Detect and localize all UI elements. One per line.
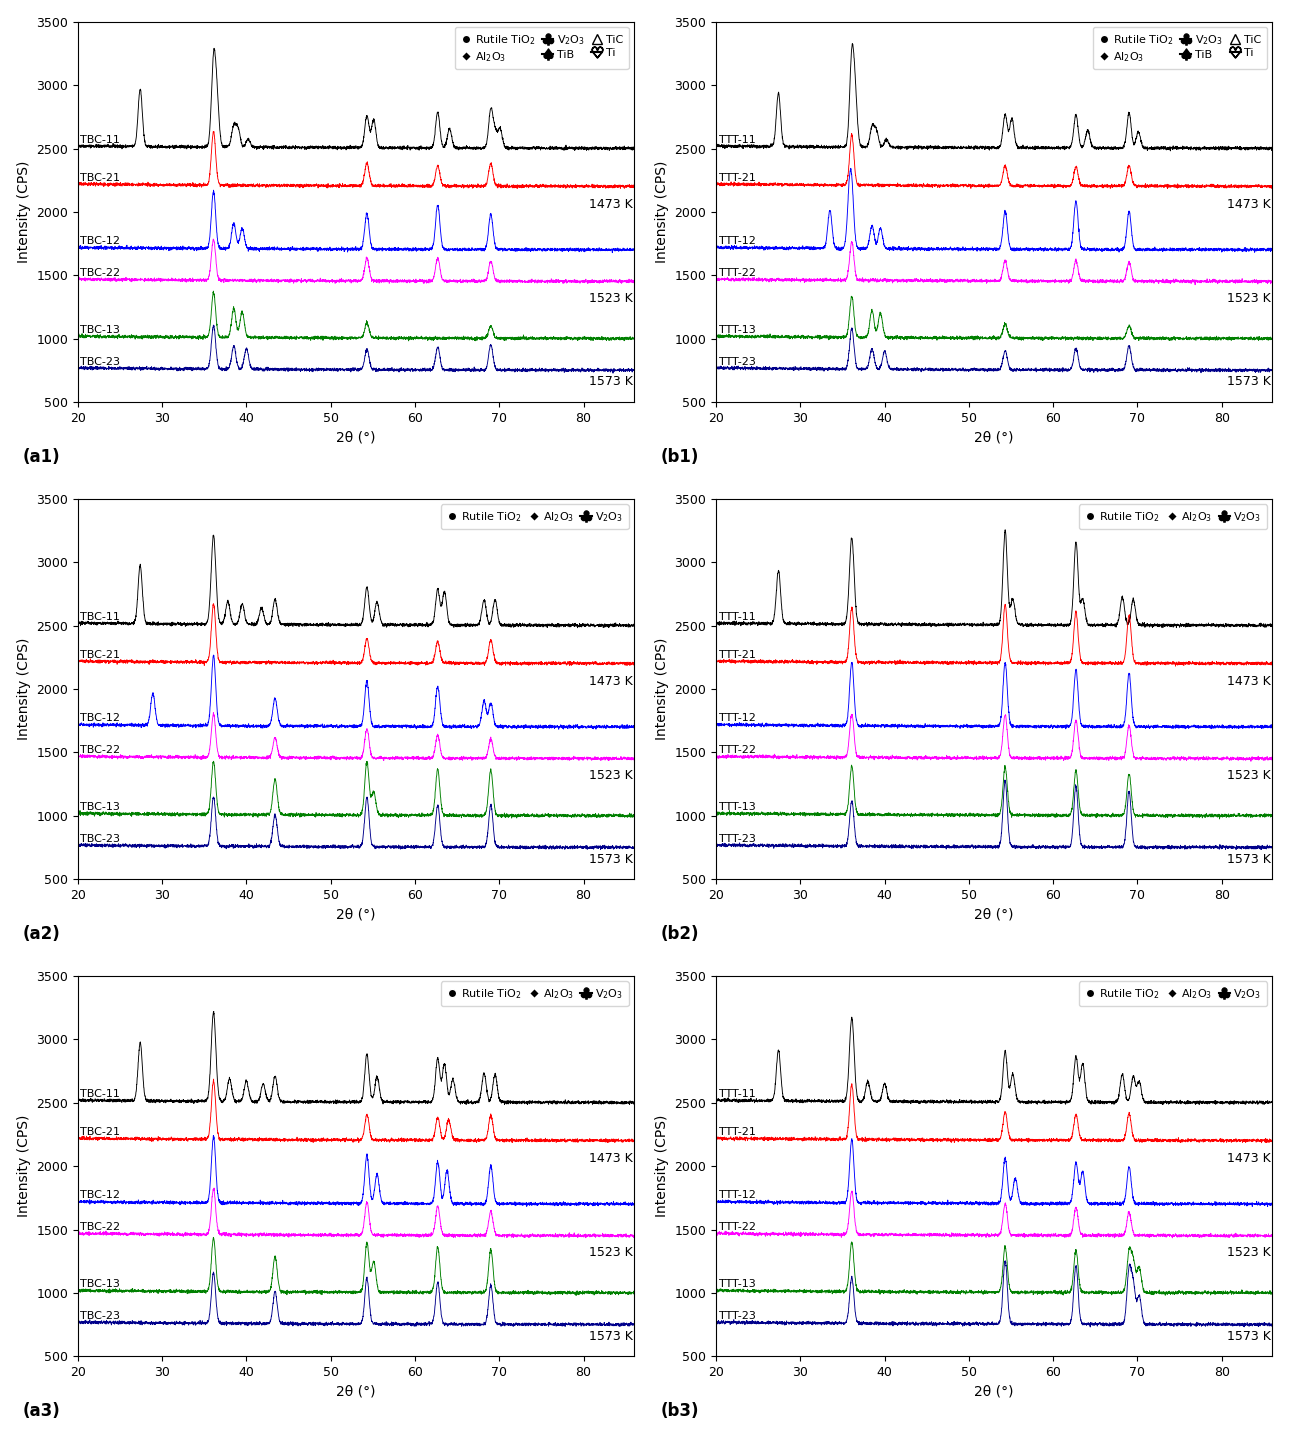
Text: TTT-21: TTT-21 xyxy=(718,1127,755,1137)
Y-axis label: Intensity (CPS): Intensity (CPS) xyxy=(655,160,669,263)
Text: (b3): (b3) xyxy=(660,1403,699,1420)
Text: TTT-13: TTT-13 xyxy=(718,1280,755,1290)
Text: TBC-22: TBC-22 xyxy=(80,1223,120,1233)
Text: TBC-21: TBC-21 xyxy=(80,649,120,659)
Text: 1523 K: 1523 K xyxy=(1227,1246,1271,1258)
Text: TTT-22: TTT-22 xyxy=(718,267,755,277)
Text: TBC-12: TBC-12 xyxy=(80,236,120,246)
Text: TTT-13: TTT-13 xyxy=(718,325,755,335)
Text: 1473 K: 1473 K xyxy=(589,675,633,688)
Text: (a2): (a2) xyxy=(22,925,61,942)
Text: TTT-21: TTT-21 xyxy=(718,649,755,659)
Text: TBC-23: TBC-23 xyxy=(80,1311,120,1321)
Text: TBC-13: TBC-13 xyxy=(80,325,120,335)
Text: 1473 K: 1473 K xyxy=(1227,1153,1271,1165)
Text: TTT-12: TTT-12 xyxy=(718,714,755,724)
Text: 1523 K: 1523 K xyxy=(589,769,633,782)
Text: TBC-21: TBC-21 xyxy=(80,1127,120,1137)
Y-axis label: Intensity (CPS): Intensity (CPS) xyxy=(655,638,669,741)
Legend: Rutile TiO$_2$, Al$_2$O$_3$, V$_2$O$_3$, TiB, TiC, Ti: Rutile TiO$_2$, Al$_2$O$_3$, V$_2$O$_3$,… xyxy=(1093,27,1267,69)
Text: TTT-11: TTT-11 xyxy=(718,612,755,622)
Text: TTT-22: TTT-22 xyxy=(718,745,755,755)
Text: (a3): (a3) xyxy=(22,1403,61,1420)
Y-axis label: Intensity (CPS): Intensity (CPS) xyxy=(17,638,31,741)
Legend: Rutile TiO$_2$, Al$_2$O$_3$, V$_2$O$_3$: Rutile TiO$_2$, Al$_2$O$_3$, V$_2$O$_3$ xyxy=(441,981,629,1007)
Text: 1573 K: 1573 K xyxy=(589,852,633,865)
Text: TBC-12: TBC-12 xyxy=(80,714,120,724)
Text: 1523 K: 1523 K xyxy=(589,292,633,305)
Legend: Rutile TiO$_2$, Al$_2$O$_3$, V$_2$O$_3$, TiB, TiC, Ti: Rutile TiO$_2$, Al$_2$O$_3$, V$_2$O$_3$,… xyxy=(455,27,629,69)
Text: 1473 K: 1473 K xyxy=(1227,675,1271,688)
Text: TBC-22: TBC-22 xyxy=(80,745,120,755)
X-axis label: 2θ (°): 2θ (°) xyxy=(974,1384,1014,1399)
X-axis label: 2θ (°): 2θ (°) xyxy=(974,430,1014,445)
Y-axis label: Intensity (CPS): Intensity (CPS) xyxy=(17,1115,31,1217)
Text: TBC-21: TBC-21 xyxy=(80,173,120,183)
Text: (a1): (a1) xyxy=(22,448,59,466)
Text: TBC-12: TBC-12 xyxy=(80,1190,120,1200)
Text: TTT-21: TTT-21 xyxy=(718,173,755,183)
Text: 1473 K: 1473 K xyxy=(589,197,633,210)
Text: TBC-11: TBC-11 xyxy=(80,612,120,622)
X-axis label: 2θ (°): 2θ (°) xyxy=(974,908,1014,921)
Y-axis label: Intensity (CPS): Intensity (CPS) xyxy=(655,1115,669,1217)
Text: TTT-12: TTT-12 xyxy=(718,236,755,246)
Text: TBC-13: TBC-13 xyxy=(80,802,120,812)
Text: 1523 K: 1523 K xyxy=(589,1246,633,1258)
Text: 1473 K: 1473 K xyxy=(589,1153,633,1165)
Text: 1573 K: 1573 K xyxy=(589,1330,633,1343)
X-axis label: 2θ (°): 2θ (°) xyxy=(336,1384,375,1399)
Text: TTT-11: TTT-11 xyxy=(718,134,755,144)
Legend: Rutile TiO$_2$, Al$_2$O$_3$, V$_2$O$_3$: Rutile TiO$_2$, Al$_2$O$_3$, V$_2$O$_3$ xyxy=(1079,981,1267,1007)
Text: TTT-23: TTT-23 xyxy=(718,834,755,844)
Text: TTT-12: TTT-12 xyxy=(718,1190,755,1200)
Text: TTT-23: TTT-23 xyxy=(718,356,755,366)
Text: (b2): (b2) xyxy=(660,925,699,942)
Text: TBC-22: TBC-22 xyxy=(80,267,120,277)
Text: TTT-13: TTT-13 xyxy=(718,802,755,812)
Text: TBC-11: TBC-11 xyxy=(80,1090,120,1100)
Text: 1523 K: 1523 K xyxy=(1227,769,1271,782)
Legend: Rutile TiO$_2$, Al$_2$O$_3$, V$_2$O$_3$: Rutile TiO$_2$, Al$_2$O$_3$, V$_2$O$_3$ xyxy=(1079,505,1267,529)
Text: TTT-11: TTT-11 xyxy=(718,1090,755,1100)
X-axis label: 2θ (°): 2θ (°) xyxy=(336,430,375,445)
Text: TTT-23: TTT-23 xyxy=(718,1311,755,1321)
Text: TBC-23: TBC-23 xyxy=(80,834,120,844)
Text: TTT-22: TTT-22 xyxy=(718,1223,755,1233)
Text: (b1): (b1) xyxy=(660,448,699,466)
Text: 1573 K: 1573 K xyxy=(1227,1330,1271,1343)
Text: 1523 K: 1523 K xyxy=(1227,292,1271,305)
Y-axis label: Intensity (CPS): Intensity (CPS) xyxy=(17,160,31,263)
Text: 1573 K: 1573 K xyxy=(1227,852,1271,865)
Text: TBC-13: TBC-13 xyxy=(80,1280,120,1290)
Text: TBC-11: TBC-11 xyxy=(80,134,120,144)
Text: 1473 K: 1473 K xyxy=(1227,197,1271,210)
Text: TBC-23: TBC-23 xyxy=(80,356,120,366)
X-axis label: 2θ (°): 2θ (°) xyxy=(336,908,375,921)
Text: 1573 K: 1573 K xyxy=(1227,376,1271,389)
Text: 1573 K: 1573 K xyxy=(589,376,633,389)
Legend: Rutile TiO$_2$, Al$_2$O$_3$, V$_2$O$_3$: Rutile TiO$_2$, Al$_2$O$_3$, V$_2$O$_3$ xyxy=(441,505,629,529)
